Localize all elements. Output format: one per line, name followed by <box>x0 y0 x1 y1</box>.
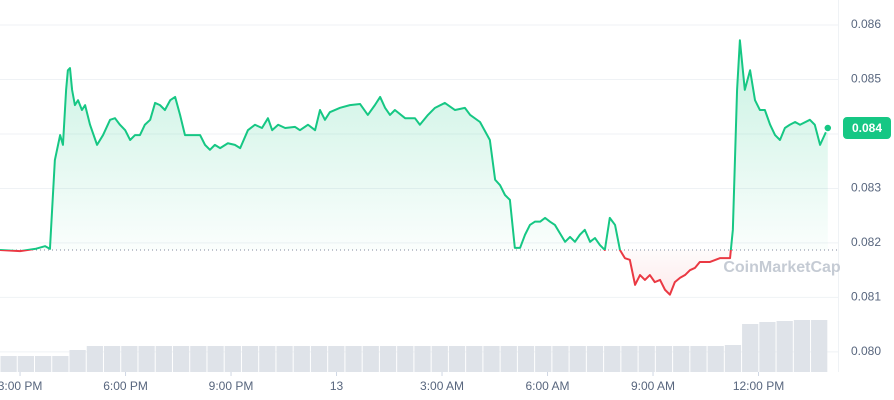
volume-bar <box>742 324 759 372</box>
volume-bar <box>138 346 155 372</box>
watermark: CoinMarketCap <box>723 259 841 276</box>
price-line <box>0 39 838 296</box>
volume-bar <box>621 346 638 372</box>
volume-bar <box>776 321 793 372</box>
area <box>0 40 828 295</box>
volume-bar <box>586 346 604 372</box>
volume-bar <box>17 356 34 372</box>
volume-bar <box>811 320 828 372</box>
x-tick-label: 9:00 PM <box>209 379 254 393</box>
volume-bar <box>552 346 569 372</box>
volume-bar <box>569 346 586 372</box>
volume-bar <box>52 356 69 372</box>
x-tick-label: 6:00 PM <box>103 379 148 393</box>
x-tick-label: 6:00 AM <box>526 379 570 393</box>
volume-bar <box>103 346 121 372</box>
volume-bar <box>724 345 742 372</box>
volume-bar <box>155 346 172 372</box>
volume-bar <box>690 346 707 372</box>
x-tick-label: 13 <box>330 379 344 393</box>
x-tick-label: 9:00 AM <box>631 379 675 393</box>
volume-bar <box>0 356 17 372</box>
volume-bar <box>414 346 431 372</box>
volume-bar <box>276 346 293 372</box>
volume-bar <box>517 346 535 372</box>
price-badge <box>843 116 891 139</box>
volume-bar <box>707 346 724 372</box>
price-badge-label: 0.084 <box>852 121 882 135</box>
y-tick-label: 0.081 <box>851 290 881 304</box>
y-tick-label: 0.082 <box>851 235 881 249</box>
volume-bar <box>759 322 776 372</box>
axes: 0.080 0.081 0.082 0.083 0.084 0.085 0.086 3:00 … <box>0 17 891 393</box>
volume-bar <box>535 346 552 372</box>
y-tick-label: 0.083 <box>851 181 881 195</box>
volume-bar <box>328 346 345 372</box>
volume <box>0 320 828 372</box>
volume-bar <box>241 346 259 372</box>
volume-bar <box>362 346 379 372</box>
volume-bar <box>86 346 103 372</box>
volume-bar <box>638 346 655 372</box>
y-tick-label: 0.086 <box>851 17 881 31</box>
x-tick-label: 3:00 PM <box>0 379 42 393</box>
volume-bar <box>793 320 811 372</box>
volume-bar <box>379 346 397 372</box>
volume-bar <box>259 346 276 372</box>
volume-bar <box>448 346 466 372</box>
volume-bar <box>431 346 448 372</box>
x-tick-label: 3:00 AM <box>420 379 464 393</box>
volume-bar <box>673 346 690 372</box>
price-line <box>0 39 829 296</box>
volume-bar <box>224 346 241 372</box>
volume-bar <box>121 346 138 372</box>
volume-bar <box>293 346 310 372</box>
volume-bar <box>345 346 362 372</box>
volume-bar <box>466 346 483 372</box>
volume-bar <box>604 346 621 372</box>
volume-bar <box>655 346 673 372</box>
volume-bar <box>172 346 190 372</box>
volume-bar <box>207 346 224 372</box>
last-point <box>823 123 833 133</box>
volume-bar <box>397 346 414 372</box>
y-tick-label: 0.080 <box>851 344 881 358</box>
volume-bar <box>190 346 207 372</box>
volume-bar <box>500 346 517 372</box>
volume-bar <box>34 356 52 372</box>
volume-bar <box>310 346 328 372</box>
area-up <box>0 40 828 250</box>
volume-bar <box>69 350 86 372</box>
x-tick-label: 12:00 PM <box>733 379 784 393</box>
volume-bar <box>483 346 500 372</box>
y-tick-label: 0.085 <box>851 72 881 86</box>
area-down <box>0 249 731 295</box>
